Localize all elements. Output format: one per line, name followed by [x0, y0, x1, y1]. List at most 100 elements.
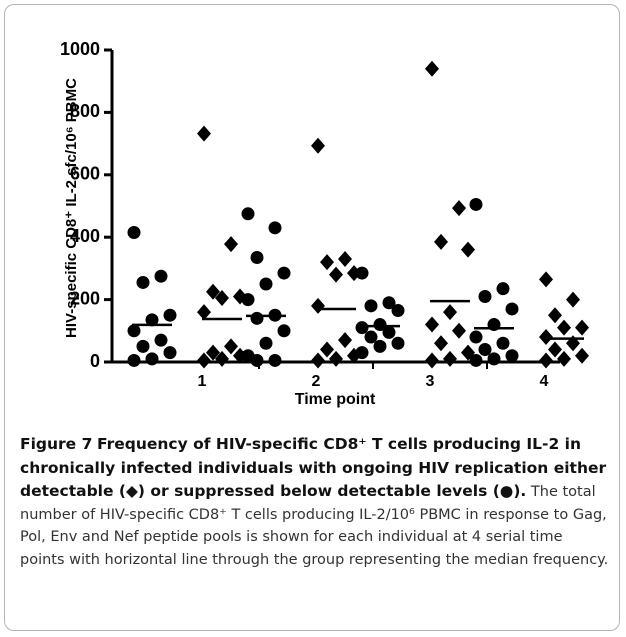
dot-diamond — [233, 288, 247, 305]
dot-circle — [505, 302, 519, 316]
caption-text: The total number of HIV-specific CD8⁺ T … — [20, 484, 609, 568]
caption: Figure 7 Frequency of HIV-specific CD8⁺ … — [20, 433, 610, 571]
dot-diamond — [443, 304, 457, 321]
dot-circle — [382, 325, 396, 339]
dot-diamond — [347, 265, 361, 282]
dot-circle — [487, 352, 501, 366]
dot-circle — [496, 282, 510, 296]
dot-diamond — [434, 335, 448, 352]
x-tick-label: 3 — [426, 373, 435, 390]
dot-diamond — [443, 350, 457, 367]
dot-circle — [364, 330, 378, 344]
dot-diamond — [548, 341, 562, 358]
y-tick-label: 200 — [70, 288, 100, 308]
dot-diamond — [233, 347, 247, 364]
dot-diamond — [311, 137, 325, 154]
dot-circle — [277, 324, 291, 338]
dot-circle — [154, 269, 168, 283]
dot-diamond — [461, 344, 475, 361]
caption-title: Frequency of HIV-specific CD8⁺ T cells p… — [20, 435, 607, 500]
dot-diamond — [224, 236, 238, 253]
dot-diamond — [206, 283, 220, 300]
dot-diamond — [575, 347, 589, 364]
dot-diamond — [338, 251, 352, 268]
dot-diamond — [557, 319, 571, 336]
dot-diamond — [539, 352, 553, 369]
dot-diamond — [329, 266, 343, 283]
dot-diamond — [347, 347, 361, 364]
dot-diamond — [338, 332, 352, 349]
dot-circle — [127, 324, 141, 338]
dot-diamond — [539, 329, 553, 346]
dot-diamond — [215, 290, 229, 307]
dot-circle — [250, 353, 264, 367]
dot-circle — [373, 318, 387, 332]
figure-frame — [4, 4, 620, 631]
y-tick-label: 1000 — [60, 39, 100, 59]
dot-circle — [469, 353, 483, 367]
dot-circle — [268, 353, 282, 367]
dot-circle — [391, 336, 405, 350]
dot-circle — [145, 313, 159, 327]
dot-diamond — [311, 297, 325, 314]
dot-circle — [136, 275, 150, 289]
dot-diamond — [197, 125, 211, 142]
dot-diamond — [452, 200, 466, 217]
y-tick-label: 0 — [90, 351, 100, 371]
dot-diamond — [206, 344, 220, 361]
dot-circle — [469, 197, 483, 211]
dot-circle — [505, 349, 519, 363]
dot-circle — [277, 266, 291, 280]
dot-circle — [250, 250, 264, 264]
x-tick-label: 4 — [540, 373, 549, 390]
dot-diamond — [329, 350, 343, 367]
dot-circle — [373, 339, 387, 353]
dot-circle — [163, 346, 177, 360]
dot-circle — [268, 221, 282, 235]
dot-circle — [478, 289, 492, 303]
dot-circle — [355, 321, 369, 335]
dot-diamond — [566, 291, 580, 308]
caption-label: Figure 7 — [20, 435, 93, 453]
dot-diamond — [425, 60, 439, 77]
dot-diamond — [461, 241, 475, 258]
dot-circle — [382, 296, 396, 310]
dot-diamond — [425, 316, 439, 333]
y-tick-label: 400 — [70, 226, 100, 246]
dot-circle — [259, 277, 273, 291]
dot-diamond — [320, 341, 334, 358]
dot-diamond — [320, 254, 334, 271]
dot-diamond — [311, 352, 325, 369]
dot-circle — [391, 304, 405, 318]
dot-circle — [154, 333, 168, 347]
dot-circle — [136, 339, 150, 353]
dot-diamond — [197, 352, 211, 369]
y-tick-label: 600 — [70, 164, 100, 184]
x-axis-label: Time point — [295, 391, 376, 408]
dot-circle — [355, 266, 369, 280]
y-axis-label: HIV-specific CD8⁺ IL-2 sfc/10⁶ PBMC — [63, 78, 80, 338]
dot-diamond — [215, 350, 229, 367]
dot-circle — [496, 336, 510, 350]
dot-circle — [250, 311, 264, 325]
chart: HIV-specific CD8⁺ IL-2 sfc/10⁶ PBMC Time… — [60, 39, 589, 408]
dot-diamond — [434, 233, 448, 250]
dot-diamond — [224, 338, 238, 355]
dot-circle — [127, 226, 141, 240]
dot-circle — [259, 336, 273, 350]
x-tick-label: 2 — [312, 373, 321, 390]
dot-diamond — [575, 319, 589, 336]
dot-circle — [241, 207, 255, 221]
x-tick-label: 1 — [198, 373, 207, 390]
dot-circle — [163, 308, 177, 322]
dot-diamond — [197, 304, 211, 321]
dot-circle — [469, 330, 483, 344]
dot-circle — [145, 352, 159, 366]
dot-circle — [478, 343, 492, 357]
dot-diamond — [425, 352, 439, 369]
dot-circle — [127, 353, 141, 367]
dot-circle — [364, 299, 378, 313]
dot-diamond — [539, 271, 553, 288]
y-tick-label: 800 — [70, 101, 100, 121]
